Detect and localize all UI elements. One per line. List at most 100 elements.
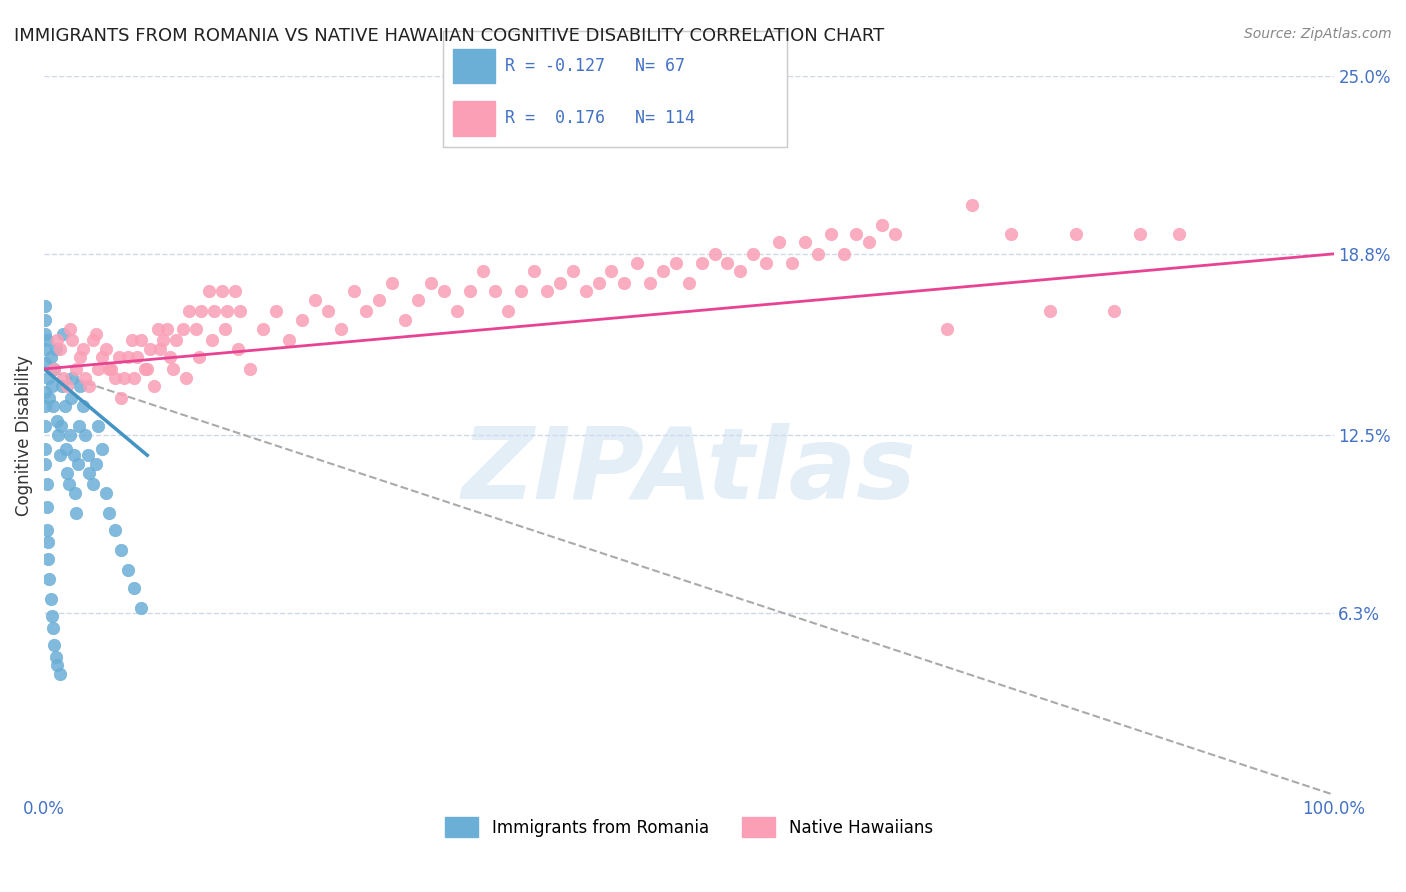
Point (62, 333, 84, 347)
Point (678, 276, 700, 290)
Point (77, 448, 100, 462)
Point (198, 285, 221, 299)
Text: Source: ZipAtlas.com: Source: ZipAtlas.com (1244, 27, 1392, 41)
Point (217, 304, 239, 318)
Point (117, 563, 139, 577)
Point (84, 457, 107, 471)
Point (34, 356, 56, 370)
Point (41, 379, 63, 393)
Point (264, 304, 287, 318)
Point (1064, 227, 1087, 241)
Point (108, 351, 131, 365)
Point (1129, 227, 1152, 241)
Point (229, 304, 252, 318)
Point (575, 285, 598, 299)
Point (65, 362, 87, 376)
Point (75, 370, 97, 384)
Point (34, 442, 56, 457)
Point (730, 264, 752, 278)
Point (165, 333, 187, 347)
Point (34, 419, 56, 434)
Point (433, 285, 456, 299)
Point (82, 333, 104, 347)
Point (72, 400, 94, 414)
Point (1167, 227, 1189, 241)
Point (329, 321, 352, 335)
Point (52, 370, 75, 384)
Point (77, 34, 100, 48)
Point (35, 477, 58, 491)
Point (316, 304, 339, 318)
Point (39, 592, 62, 607)
Point (52, 327, 75, 342)
Point (44, 362, 66, 376)
Point (94, 485, 117, 500)
Point (626, 255, 648, 269)
Point (55, 442, 77, 457)
Point (342, 285, 364, 299)
Point (523, 264, 546, 278)
Point (278, 333, 301, 347)
Point (498, 304, 520, 318)
Point (125, 351, 148, 365)
Point (884, 227, 907, 241)
Point (1104, 304, 1126, 318)
Point (46, 428, 69, 442)
Point (368, 293, 391, 307)
Point (56, 466, 79, 480)
Point (561, 264, 583, 278)
Point (665, 255, 688, 269)
Point (201, 333, 224, 347)
Point (155, 321, 177, 335)
Point (66, 457, 89, 471)
Point (845, 227, 868, 241)
Point (600, 264, 623, 278)
Point (962, 198, 984, 212)
Point (716, 255, 738, 269)
Point (394, 313, 416, 327)
Point (94, 342, 117, 356)
Point (41, 609, 63, 624)
FancyBboxPatch shape (453, 49, 495, 84)
Point (1039, 304, 1062, 318)
Point (484, 285, 506, 299)
Point (58, 477, 80, 491)
Point (172, 321, 194, 335)
Point (35, 523, 58, 537)
Text: R = -0.127   N= 67: R = -0.127 N= 67 (505, 57, 685, 75)
Point (77, 466, 100, 480)
Point (149, 342, 172, 356)
Point (652, 264, 675, 278)
Point (129, 600, 152, 615)
Point (65, 506, 87, 520)
Point (793, 235, 815, 250)
Point (67, 419, 90, 434)
Point (91, 442, 114, 457)
Point (768, 235, 790, 250)
Point (742, 247, 765, 261)
Point (34, 299, 56, 313)
Point (34, 384, 56, 399)
Point (75, 428, 97, 442)
Point (536, 285, 558, 299)
Point (755, 255, 778, 269)
Point (187, 351, 209, 365)
Y-axis label: Cognitive Disability: Cognitive Disability (15, 355, 32, 516)
Point (53, 400, 76, 414)
Point (224, 285, 246, 299)
Point (46, 414, 69, 428)
Point (186, 321, 208, 335)
Point (142, 379, 165, 393)
Point (112, 370, 135, 384)
Point (45, 649, 67, 664)
Point (381, 276, 404, 290)
Point (134, 362, 156, 376)
Point (214, 321, 236, 335)
Point (858, 235, 880, 250)
Point (638, 276, 661, 290)
Point (613, 276, 636, 290)
Point (49, 419, 72, 434)
Point (34, 457, 56, 471)
Point (59, 321, 82, 335)
Point (832, 247, 855, 261)
